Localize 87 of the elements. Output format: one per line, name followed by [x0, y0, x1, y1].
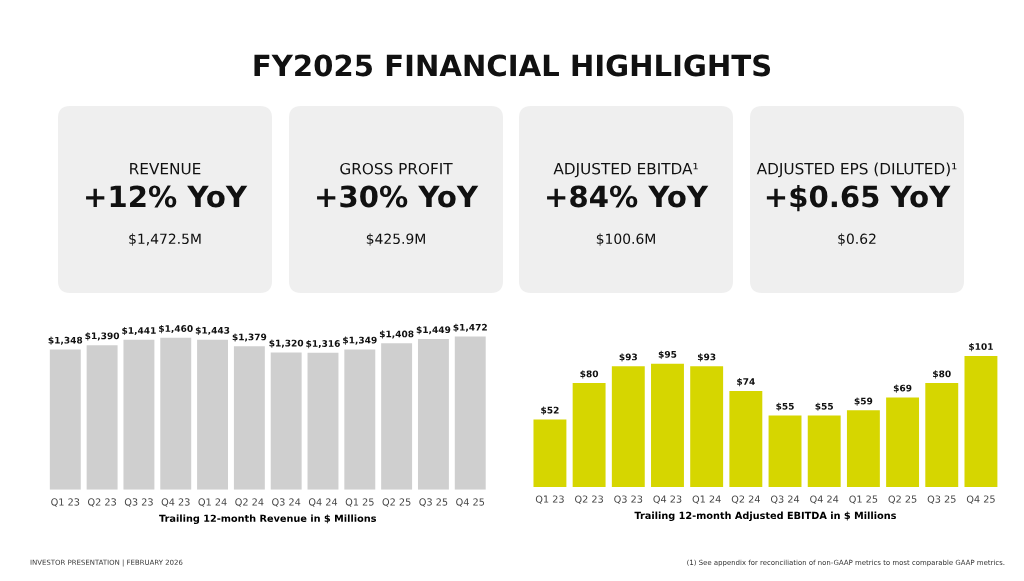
- x-tick-label: Q3 25: [927, 495, 956, 504]
- text: +12% YoY: [86, 185, 248, 208]
- data-label: $95: [658, 350, 677, 359]
- bar: [233, 346, 265, 490]
- bar: [417, 339, 449, 490]
- text: +84% YoY: [547, 185, 709, 208]
- bar: [344, 349, 376, 490]
- bar: [381, 343, 413, 490]
- bar: [454, 336, 486, 490]
- text: GROSS PROFIT: [340, 162, 453, 175]
- x-tick-label: Q4 24: [308, 498, 338, 507]
- text: +$0.65 YoY: [766, 184, 951, 212]
- x-tick-label: Q4 23: [653, 495, 682, 504]
- x-tick-label: Q2 23: [88, 498, 116, 507]
- data-label: $1,379: [232, 333, 267, 342]
- data-label: $80: [580, 370, 599, 379]
- text: $1,472.5M: [129, 233, 201, 246]
- data-label: $1,408: [379, 330, 414, 339]
- data-label: $55: [776, 402, 794, 411]
- data-label: $74: [737, 378, 755, 387]
- bar: [611, 366, 645, 487]
- x-tick-label: Q1 24: [198, 498, 227, 507]
- x-tick-label: Q2 23: [575, 495, 603, 504]
- bar: [651, 363, 684, 487]
- x-tick-label: Q3 23: [124, 498, 153, 507]
- data-label: $1,443: [195, 326, 230, 335]
- data-label: $55: [815, 402, 834, 411]
- bar: [886, 397, 920, 487]
- text: FY2025 FINANCIAL HIGHLIGHTS: [254, 54, 771, 77]
- bar: [846, 410, 880, 487]
- text: $100.6M: [596, 233, 655, 246]
- x-axis-title: Trailing 12-month Revenue in $ Millions: [159, 514, 377, 524]
- x-tick-label: Q3 24: [272, 498, 301, 507]
- bar: [307, 352, 339, 490]
- text: REVENUE: [130, 163, 201, 175]
- bar: [197, 339, 229, 490]
- x-tick-label: Q4 24: [810, 495, 839, 504]
- data-label: $1,390: [85, 332, 120, 341]
- bar: [270, 352, 302, 490]
- x-tick-label: Q4 23: [161, 498, 190, 507]
- bar: [690, 366, 724, 487]
- text: $0.62: [838, 233, 876, 246]
- data-label: $52: [541, 406, 559, 415]
- bar: [729, 390, 763, 487]
- text: $425.9M: [366, 233, 425, 246]
- x-tick-label: Q1 25: [849, 495, 878, 504]
- x-tick-label: Q2 24: [731, 495, 760, 504]
- x-tick-label: Q4 25: [966, 495, 995, 504]
- bar: [123, 339, 155, 490]
- data-label: $1,472: [453, 323, 487, 332]
- text: ADJUSTED EPS (DILUTED)¹: [756, 162, 957, 178]
- data-label: $1,441: [122, 326, 156, 336]
- x-tick-label: Q4 25: [456, 498, 485, 507]
- bar: [807, 415, 841, 487]
- x-tick-label: Q1 23: [51, 498, 80, 507]
- x-tick-label: Q2 24: [235, 498, 264, 507]
- x-tick-label: Q1 25: [345, 498, 374, 507]
- x-tick-label: Q3 25: [419, 498, 448, 507]
- bar: [768, 415, 802, 487]
- data-label: $93: [619, 353, 637, 362]
- x-axis-title: Trailing 12-month Adjusted EBITDA in $ Millions: [634, 511, 896, 522]
- bar: [964, 355, 998, 487]
- bar: [572, 383, 606, 487]
- text: ADJUSTED EBITDA¹: [553, 162, 698, 178]
- bar: [533, 419, 567, 487]
- data-label: $1,320: [269, 339, 304, 348]
- bar: [86, 345, 118, 490]
- data-label: $59: [854, 397, 873, 406]
- data-label: $69: [893, 384, 912, 393]
- x-tick-label: Q2 25: [888, 495, 917, 504]
- x-tick-label: Q3 24: [770, 495, 800, 504]
- x-tick-label: Q1 23: [535, 495, 564, 504]
- bar: [160, 337, 192, 490]
- data-label: $1,349: [343, 336, 377, 345]
- data-label: $1,460: [159, 324, 193, 334]
- text: +30% YoY: [317, 185, 479, 208]
- bar: [49, 349, 81, 490]
- x-tick-label: Q3 23: [614, 495, 643, 504]
- data-label: $1,316: [306, 339, 340, 349]
- data-label: $101: [969, 342, 993, 352]
- data-label: $93: [697, 353, 716, 362]
- x-tick-label: Q2 25: [382, 498, 411, 507]
- data-label: $1,348: [48, 336, 83, 345]
- data-label: $80: [933, 370, 951, 379]
- bar: [925, 383, 959, 487]
- x-tick-label: Q1 24: [692, 495, 721, 504]
- data-label: $1,449: [416, 326, 451, 335]
